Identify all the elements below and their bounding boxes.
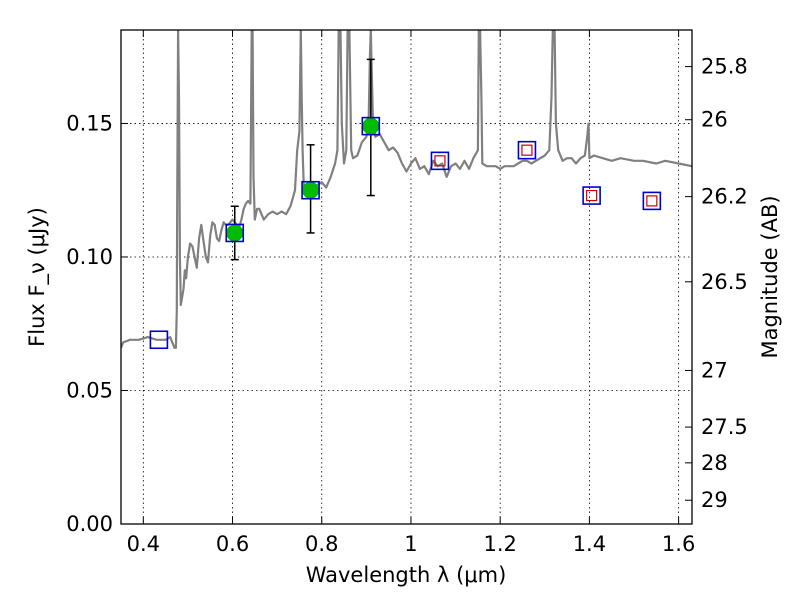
- x-tick-label: 1.6: [662, 532, 695, 556]
- measured-point: [362, 117, 380, 135]
- markers: [149, 116, 662, 350]
- upper-limit-point: [646, 195, 658, 207]
- upper-limit-point: [434, 155, 446, 167]
- y-axis-title: Flux F_ν (μJy): [25, 207, 50, 347]
- x-axis-title: Wavelength λ (μm): [306, 563, 507, 587]
- right-tick-label: 26: [701, 108, 728, 132]
- upper-limit-point: [586, 189, 598, 202]
- model-box: [361, 116, 381, 136]
- right-tick-label: 28: [701, 451, 728, 475]
- right-tick-label: 27.5: [701, 415, 748, 439]
- x-tick-label: 1.4: [573, 532, 606, 556]
- right-tick-label: 25.8: [701, 55, 748, 79]
- right-tick-label: 27: [701, 358, 728, 382]
- y-tick-label: 0.05: [66, 378, 113, 402]
- model-box: [301, 180, 320, 200]
- spectrum-line: [121, 30, 692, 349]
- y-tick-label: 0.15: [66, 111, 113, 135]
- model-box: [517, 140, 537, 160]
- y-tick-label: 0.00: [66, 512, 113, 536]
- spectrum-layer: [121, 30, 692, 349]
- right-axis-title: Magnitude (AB): [758, 195, 782, 358]
- upper-limit-point: [521, 144, 533, 156]
- model-box: [149, 330, 169, 350]
- y-tick-label: 0.10: [66, 245, 113, 269]
- x-tick-label: 1.2: [483, 532, 516, 556]
- plot-frame: [120, 29, 693, 525]
- model-box: [430, 151, 450, 171]
- x-tick-label: 0.6: [216, 532, 249, 556]
- model-box: [642, 191, 662, 211]
- model-box: [225, 223, 245, 243]
- x-tick-label: 0.4: [127, 532, 160, 556]
- x-tick-label: 0.8: [305, 532, 338, 556]
- model-box: [582, 186, 601, 205]
- right-tick-label: 26.2: [701, 185, 748, 209]
- axis-ticks: 0.4 0.6 0.8 1 1.2 1.4 1.6 0.00 0.05 0.10 0.15 25.8 2…: [66, 30, 748, 556]
- right-tick-label: 29: [701, 488, 728, 512]
- x-tick-label: 1: [404, 532, 417, 556]
- measured-point: [226, 224, 244, 242]
- right-tick-label: 26.5: [701, 270, 748, 294]
- measured-point: [302, 181, 320, 199]
